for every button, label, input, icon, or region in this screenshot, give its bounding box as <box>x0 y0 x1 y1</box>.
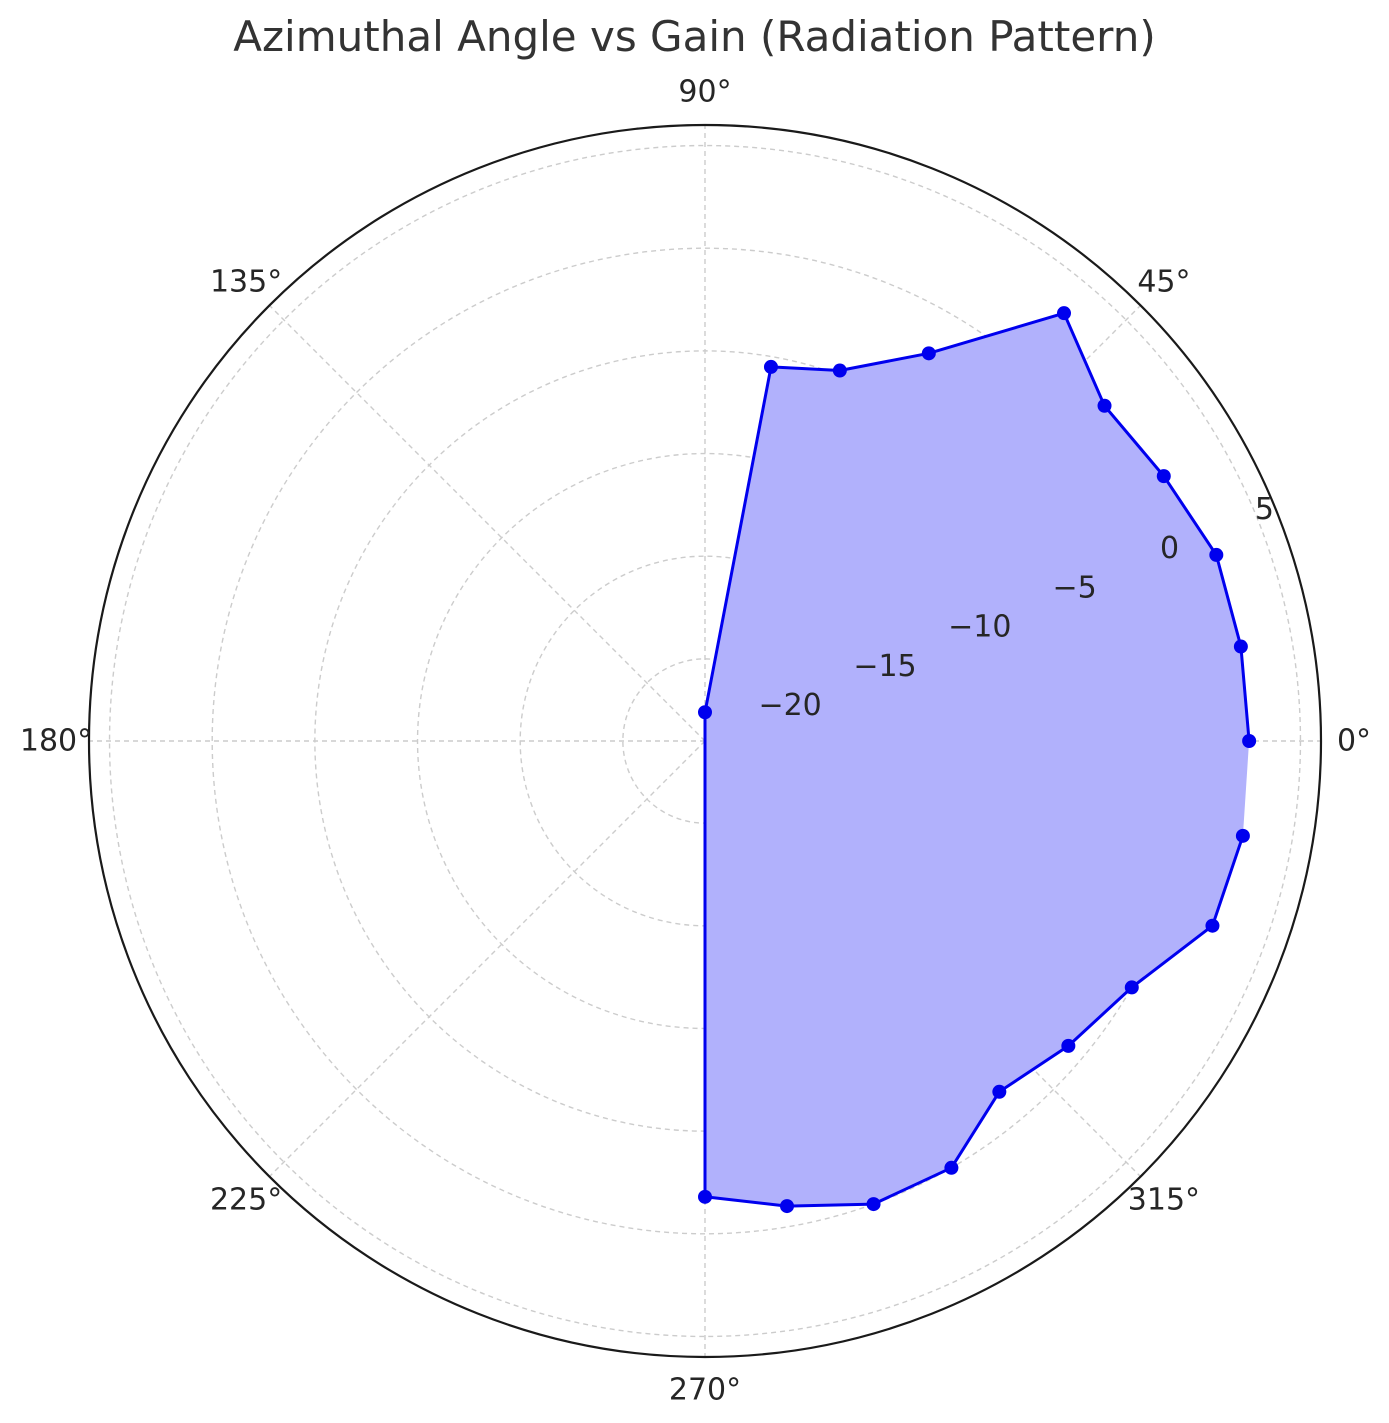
angular-tick-label: 270° <box>669 1373 741 1408</box>
label-layer: 0° 45° 90° 135° 180° 225° 270° 315° −20 −15 −10 −5 0… <box>20 75 1371 1408</box>
data-point <box>921 346 936 361</box>
data-point <box>1235 828 1250 843</box>
polar-frame <box>87 123 1323 1359</box>
angular-tick-label: 225° <box>210 1182 282 1217</box>
radial-tick-label: −5 <box>1053 570 1097 605</box>
angular-tick-label: 135° <box>210 265 282 300</box>
angular-tick-label: 45° <box>1137 265 1190 300</box>
radial-tick-label: −15 <box>853 649 916 684</box>
radial-tick-label: 0 <box>1160 531 1179 566</box>
data-point <box>763 359 778 374</box>
radial-tick-label: −10 <box>948 610 1011 645</box>
data-point <box>698 705 712 720</box>
data-point <box>1233 639 1248 654</box>
data-point <box>1205 918 1220 933</box>
data-point <box>698 1189 712 1204</box>
data-point <box>1061 1038 1076 1053</box>
series-fill-area <box>705 313 1250 1207</box>
data-point <box>1209 547 1224 562</box>
data-point <box>944 1160 959 1175</box>
chart-title: Azimuthal Angle vs Gain (Radiation Patte… <box>233 12 1156 61</box>
data-point <box>1124 980 1139 995</box>
angular-gridline <box>268 304 706 742</box>
data-point <box>780 1199 795 1214</box>
data-point <box>992 1084 1007 1099</box>
data-point <box>866 1197 881 1212</box>
radial-gridline <box>108 144 1302 1338</box>
angular-tick-label: 90° <box>678 75 731 110</box>
angular-tick-label: 315° <box>1128 1182 1200 1217</box>
radial-tick-label: −20 <box>758 688 821 723</box>
data-point <box>1057 306 1072 321</box>
data-point <box>1097 398 1112 413</box>
radial-tick-label: 5 <box>1255 492 1274 527</box>
angular-tick-label: 180° <box>20 724 92 759</box>
data-point <box>1156 469 1171 484</box>
angular-tick-label: 0° <box>1337 724 1371 759</box>
data-layer <box>698 306 1257 1214</box>
data-point <box>832 363 847 378</box>
data-point <box>1242 734 1257 748</box>
angular-gridline <box>268 740 706 1178</box>
